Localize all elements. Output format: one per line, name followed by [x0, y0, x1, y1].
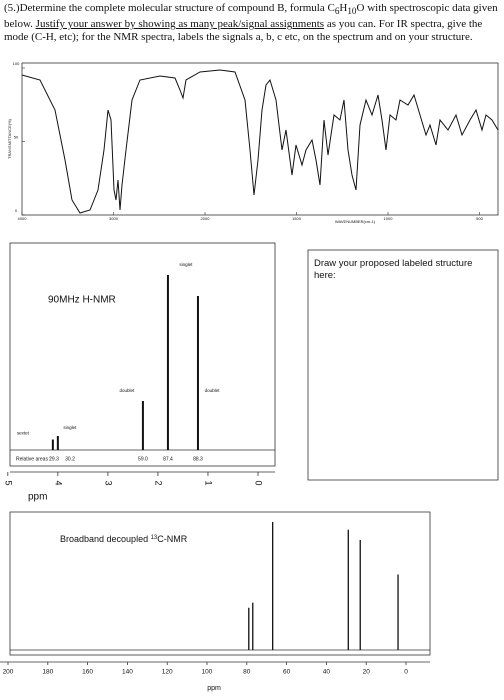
ir-x-tick-label: 500 [476, 216, 483, 221]
h-peak-label: sextet [17, 431, 30, 436]
ir-y-tick-label: 100 [13, 61, 20, 66]
c-x-tick-label: 180 [42, 669, 53, 676]
h-peak-label: doublet [205, 388, 221, 393]
question: (5.)Determine the complete molecular str… [4, 2, 498, 44]
c-x-tick-label: 120 [162, 669, 173, 676]
h-x-tick-label: 3 [104, 480, 114, 485]
answer-box [307, 249, 499, 481]
area-value: 30.2 [65, 456, 75, 462]
c-x-tick-label: 40 [323, 669, 331, 676]
h-x-tick-label: 2 [154, 480, 164, 485]
h-x-tick-label: 0 [254, 480, 264, 485]
h-peak-label: singlet [63, 425, 77, 430]
ir-y-tick-label: 50 [14, 135, 19, 140]
subscript: 6 [334, 6, 340, 17]
subscript: 10 [347, 6, 357, 17]
h-peak [196, 296, 199, 450]
h-peak [51, 439, 54, 450]
h-x-tick-label: 4 [53, 480, 63, 485]
c-x-tick-label: 100 [202, 669, 213, 676]
areas-label: Relative areas : [16, 456, 51, 462]
h-nmr-frame [9, 242, 276, 467]
c-x-tick-label: 60 [283, 669, 291, 676]
area-value: 29.3 [49, 456, 59, 462]
h-x-tick-label: 5 [3, 480, 13, 485]
ir-x-tick-label: 1500 [292, 216, 302, 221]
c-x-tick-label: 200 [3, 669, 14, 676]
c-nmr-frame [9, 511, 431, 656]
c-x-tick-label: 0 [404, 669, 408, 676]
c-nmr-x-label: ppm [207, 685, 221, 692]
ir-x-label: WAVENUMBER(cm-1) [335, 219, 376, 224]
c-nmr-title: Broadband decoupled 13C-NMR [60, 534, 188, 544]
answer-wrap: Draw your proposed labeled structure her… [314, 258, 473, 281]
h-x-tick-label: 1 [204, 480, 214, 485]
ir-x-tick-label: 3000 [109, 216, 119, 221]
ir-x-tick-label: 2000 [201, 216, 211, 221]
question-text: as you can. For IR spectra, give the mod… [4, 18, 483, 44]
ir-curve [21, 69, 499, 214]
area-value: 88.3 [193, 456, 203, 462]
h-peak [56, 436, 59, 450]
area-value: 87.4 [163, 456, 173, 462]
answer-text: Draw your proposed labeled structure her… [314, 258, 473, 281]
h-peak-label: singlet [179, 262, 193, 267]
ir-frame [21, 62, 499, 216]
question-underlined: Justify your answer by showing as many p… [35, 18, 325, 31]
h-peak [166, 275, 169, 450]
ir-x-tick-label: 1000 [384, 216, 394, 221]
h-nmr-x-label: ppm [28, 492, 47, 503]
c-x-tick-label: 20 [363, 669, 371, 676]
c-x-tick-label: 80 [243, 669, 251, 676]
c-title-pre: Broadband decoupled [60, 534, 151, 544]
question-text: (5.)Determine the complete molecular str… [4, 2, 335, 14]
ir-y-label: TRANSMITTANCE(%) [7, 118, 12, 159]
question-text: O with spectroscopic data given below. [4, 2, 498, 31]
c-x-tick-label: 140 [122, 669, 133, 676]
h-peak-label: doublet [120, 388, 136, 393]
question-text: H [339, 2, 348, 14]
c-title-post: C-NMR [157, 534, 187, 544]
ir-y-tick-label: 0 [15, 208, 18, 213]
area-value: 59.0 [138, 456, 148, 462]
h-nmr-title: 90MHz H-NMR [48, 295, 116, 306]
c-title-sup: 13 [151, 535, 158, 541]
h-peak [141, 401, 144, 450]
ir-x-tick-label: 4000 [18, 216, 28, 221]
c-x-tick-label: 160 [82, 669, 93, 676]
